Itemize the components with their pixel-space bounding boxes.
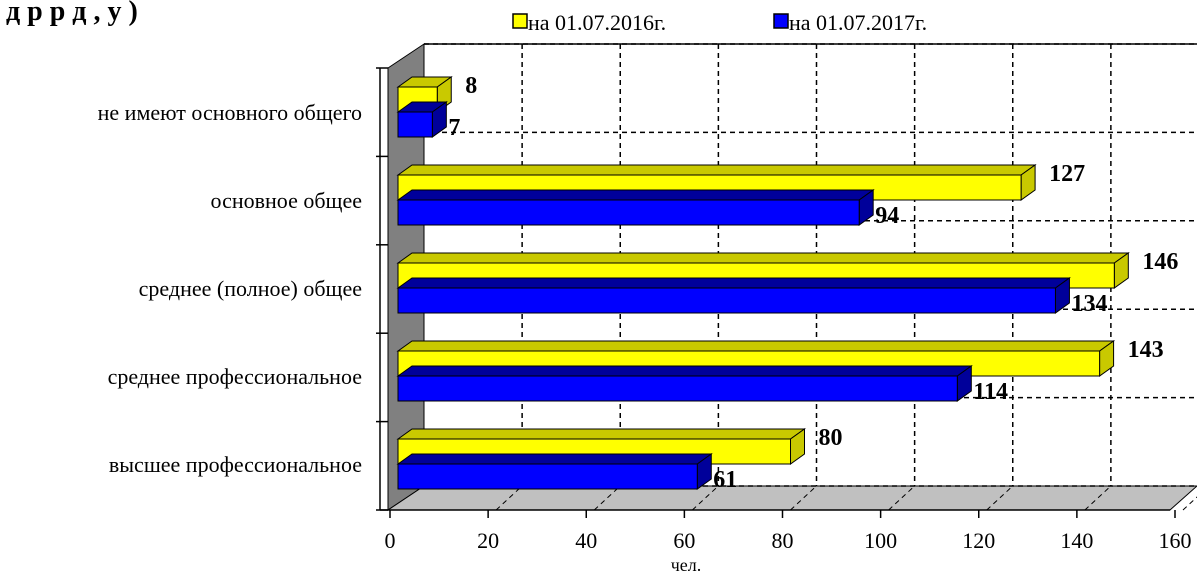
floor-gridline xyxy=(790,485,817,511)
x-axis: 0 20 40 60 80 100 120 140 160 xyxy=(376,67,1192,553)
category-label: не имеют основного общего xyxy=(98,100,362,125)
x-tick-label: 20 xyxy=(477,528,499,553)
floor-gridline xyxy=(692,485,719,511)
data-label: 114 xyxy=(973,379,1008,405)
chart-title: д р р д , у ) xyxy=(6,0,138,27)
bar-top xyxy=(396,453,713,465)
floor-gridline xyxy=(495,485,523,511)
floor-gridline xyxy=(986,485,1014,511)
category-labels: не имеют основного общего основное общее с… xyxy=(98,100,362,477)
floor xyxy=(386,485,1197,511)
bar-top xyxy=(396,189,875,201)
x-tick-label: 140 xyxy=(1060,528,1093,553)
legend-swatch-2016 xyxy=(512,13,528,29)
floor-gridline xyxy=(593,485,621,511)
bar-group xyxy=(396,277,1071,314)
bar-top xyxy=(396,428,807,440)
data-label: 146 xyxy=(1142,249,1178,275)
bar-top xyxy=(396,164,1037,176)
data-label: 134 xyxy=(1071,291,1107,317)
bar-group xyxy=(396,189,875,226)
bar xyxy=(397,287,1056,314)
bar xyxy=(397,199,860,226)
category-label: среднее профессиональное xyxy=(108,364,362,389)
data-label: 61 xyxy=(713,467,737,493)
data-label: 127 xyxy=(1049,161,1085,187)
x-tick-label: 0 xyxy=(385,528,396,553)
legend-swatch-2017 xyxy=(773,13,789,29)
bar-group xyxy=(396,365,973,402)
x-axis-title: чел. xyxy=(671,555,702,571)
bar xyxy=(397,375,958,402)
bar-group xyxy=(396,101,448,138)
bars xyxy=(396,76,1130,490)
bar-top xyxy=(396,365,973,377)
x-tick-label: 80 xyxy=(772,528,794,553)
legend-label-2016: на 01.07.2016г. xyxy=(528,10,666,35)
data-label: 94 xyxy=(875,203,899,229)
x-tick-label: 120 xyxy=(962,528,995,553)
x-tick-label: 160 xyxy=(1159,528,1192,553)
data-label: 80 xyxy=(819,425,843,451)
bar-top xyxy=(396,340,1116,352)
category-label: основное общее xyxy=(211,188,362,213)
x-tick-label: 100 xyxy=(864,528,897,553)
x-tick-label: 60 xyxy=(673,528,695,553)
bar-top xyxy=(396,277,1071,289)
legend-label-2017: на 01.07.2017г. xyxy=(789,10,927,35)
legend: на 01.07.2016г. на 01.07.2017г. xyxy=(512,10,927,35)
floor-gridline xyxy=(1084,485,1112,511)
data-label: 7 xyxy=(448,115,460,141)
category-label: среднее (полное) общее xyxy=(139,276,362,301)
data-label: 143 xyxy=(1128,337,1164,363)
bar-top xyxy=(396,252,1130,264)
bar xyxy=(397,111,433,138)
floor-gridline xyxy=(888,485,915,511)
category-label: высшее профессиональное xyxy=(109,452,362,477)
data-label: 8 xyxy=(465,73,477,99)
bar-group xyxy=(396,453,713,490)
x-tick-label: 40 xyxy=(575,528,597,553)
value-labels: 87 127 94 146 134 143 114 80 61 xyxy=(448,73,1178,493)
bar xyxy=(397,463,698,490)
